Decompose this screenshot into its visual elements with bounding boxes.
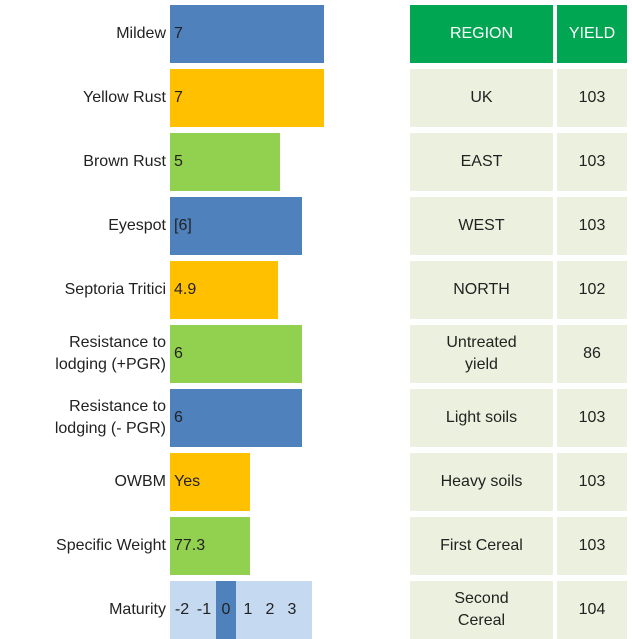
cell-text: 86 (583, 345, 601, 362)
rating-bar (170, 389, 302, 447)
table-header: YIELD (557, 5, 627, 63)
table-cell: 103 (557, 69, 627, 127)
cell-text: 103 (578, 89, 606, 106)
rating-value: 5 (174, 153, 183, 170)
row-label: Resistance to lodging (+PGR) (55, 334, 166, 373)
cell-text: 103 (578, 537, 606, 554)
other-value: Yes (174, 473, 201, 490)
maturity-step: -1 (196, 601, 212, 618)
other-value: 77.3 (174, 537, 206, 554)
row-label: Specific Weight (56, 537, 166, 554)
cell-text: Heavy soils (440, 473, 523, 490)
table-cell: 103 (557, 197, 627, 255)
table-cell: Heavy soils (410, 453, 553, 511)
rating-value: 4.9 (174, 281, 197, 298)
table-cell: 103 (557, 133, 627, 191)
rating-bar (170, 197, 302, 255)
table-cell: WEST (410, 197, 553, 255)
table-cell: NORTH (410, 261, 553, 319)
table-cell: 103 (557, 453, 627, 511)
cell-text: UK (470, 89, 493, 106)
table-cell: First Cereal (410, 517, 553, 575)
rating-value: 6 (174, 409, 183, 426)
maturity-step: 2 (265, 601, 275, 618)
cell-text: Untreated yield (446, 334, 517, 373)
rating-bar (170, 5, 324, 63)
rating-value: 7 (174, 89, 183, 106)
table-cell: 102 (557, 261, 627, 319)
value-box (170, 517, 250, 575)
cell-text: Second Cereal (454, 590, 509, 629)
cell-text: 102 (578, 281, 606, 298)
value-box (170, 453, 250, 511)
cell-text: EAST (460, 153, 503, 170)
cell-text: Light soils (445, 409, 518, 426)
rating-bar (170, 325, 302, 383)
cell-text: 103 (578, 473, 606, 490)
maturity-step: 3 (287, 601, 297, 618)
row-label: Yellow Rust (82, 89, 166, 106)
rating-value: [6] (174, 217, 192, 234)
table-cell: Light soils (410, 389, 553, 447)
table-cell: 103 (557, 517, 627, 575)
table-cell: 103 (557, 389, 627, 447)
row-label: Septoria Tritici (64, 281, 166, 298)
rating-value: 6 (174, 345, 183, 362)
rating-value: 7 (174, 25, 183, 42)
cell-text: 103 (578, 153, 606, 170)
maturity-highlight (216, 581, 236, 639)
maturity-step: 1 (243, 601, 253, 618)
table-cell: Second Cereal (410, 581, 553, 639)
row-label: Mildew (116, 25, 166, 42)
rating-bar (170, 261, 278, 319)
row-label: Eyespot (108, 217, 166, 234)
table-cell: EAST (410, 133, 553, 191)
row-label: Maturity (109, 601, 166, 618)
row-label: Brown Rust (83, 153, 166, 170)
row-label: Resistance to lodging (- PGR) (54, 398, 166, 437)
table-cell: 86 (557, 325, 627, 383)
maturity-step: 0 (221, 601, 231, 618)
table-cell: UK (410, 69, 553, 127)
rating-bar (170, 69, 324, 127)
cell-text: 103 (578, 409, 606, 426)
cell-text: WEST (458, 217, 505, 234)
cell-text: 103 (578, 217, 606, 234)
table-cell: Untreated yield (410, 325, 553, 383)
maturity-scale-bg (170, 581, 312, 639)
cell-text: First Cereal (440, 537, 523, 554)
maturity-step: -2 (174, 601, 190, 618)
cell-text: 104 (578, 601, 606, 618)
table-header: REGION (410, 5, 553, 63)
cell-text: NORTH (453, 281, 510, 298)
table-cell: 104 (557, 581, 627, 639)
rating-bar (170, 133, 280, 191)
row-label: OWBM (114, 473, 166, 490)
